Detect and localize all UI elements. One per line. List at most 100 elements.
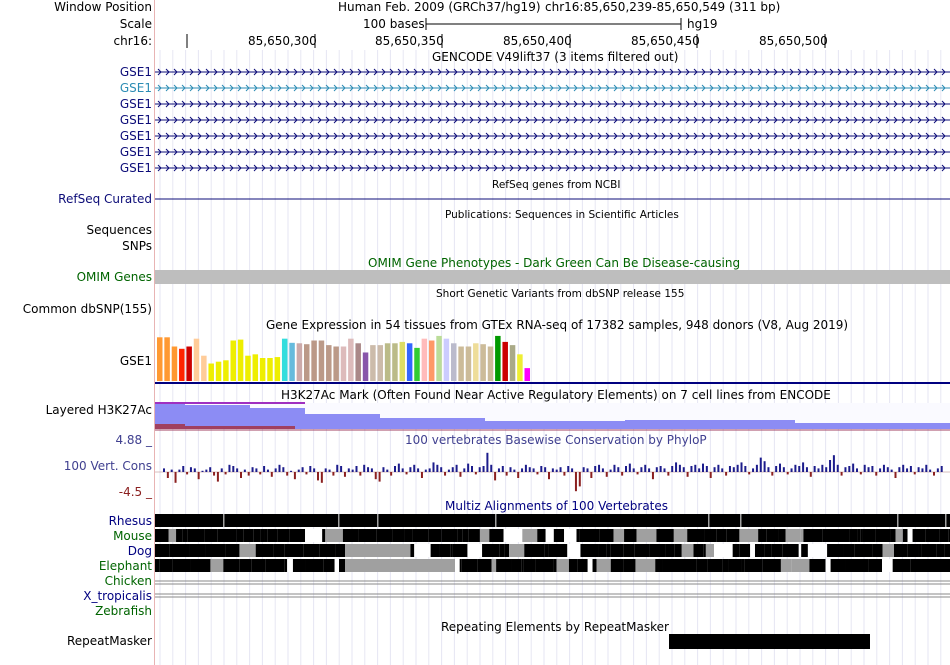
cons-bar	[574, 472, 577, 492]
cons-bar	[209, 467, 212, 472]
cons-bar	[517, 472, 520, 478]
cons-bar	[363, 464, 366, 472]
cons-bar	[940, 466, 943, 472]
gtex-bar	[458, 346, 464, 381]
cons-bar	[890, 469, 893, 472]
cons-bar	[263, 466, 266, 472]
gtex-bar	[465, 346, 472, 381]
cons-bar	[709, 472, 712, 478]
species-elephant-label[interactable]: Elephant	[98, 559, 152, 573]
cons-bar	[409, 467, 412, 472]
gtex-bar	[318, 340, 325, 381]
cons-bar	[455, 464, 458, 472]
cons-label[interactable]: 100 Vert. Cons	[63, 459, 152, 473]
publications-title: Publications: Sequences in Scientific Ar…	[445, 209, 679, 221]
cons-title: 100 vertebrates Basewise Conservation by…	[405, 433, 707, 447]
repeatmasker-label[interactable]: RepeatMasker	[66, 634, 152, 648]
cons-bar	[247, 472, 250, 476]
cons-bar	[848, 466, 851, 472]
cons-bar	[401, 468, 404, 472]
window-position-label: Window Position	[54, 0, 152, 14]
cons-bar	[779, 463, 781, 472]
refseq-title: RefSeq genes from NCBI	[492, 179, 621, 191]
cons-bar	[224, 472, 227, 475]
gtex-bar	[502, 341, 508, 381]
cons-bar	[871, 466, 874, 472]
cons-bar	[255, 468, 258, 472]
cons-bar	[802, 462, 805, 472]
track-image	[155, 18, 950, 665]
cons-bar	[559, 467, 562, 472]
cons-bar	[817, 468, 820, 472]
gtex-bar	[179, 348, 185, 381]
species-dog-label[interactable]: Dog	[127, 544, 152, 558]
gtex-bar	[157, 337, 163, 381]
gencode-gse1-label[interactable]: GSE1	[119, 65, 152, 79]
gtex-bar	[296, 343, 303, 381]
cons-bar	[174, 472, 177, 483]
cons-bar	[193, 468, 196, 472]
gtex-bar	[428, 340, 435, 381]
cons-bar	[813, 466, 816, 472]
cons-bar	[882, 464, 885, 472]
snps-label[interactable]: SNPs	[122, 239, 152, 253]
cons-bar	[582, 467, 585, 472]
gtex-bar	[399, 341, 406, 381]
cons-bar	[297, 469, 300, 472]
tracks-area[interactable]: Human Feb. 2009 (GRCh37/hg19) chr16:85,6…	[155, 0, 950, 665]
h3k27ac-label[interactable]: Layered H3K27Ac	[45, 403, 152, 417]
gtex-bar	[311, 340, 317, 381]
cons-bar	[725, 472, 728, 476]
gencode-gse1-label[interactable]: GSE1	[119, 97, 152, 111]
cons-bar	[836, 464, 839, 472]
cons-bar	[663, 468, 666, 472]
gencode-gse1-label[interactable]: GSE1	[119, 129, 152, 143]
cons-bar	[528, 467, 531, 472]
species-mouse-label[interactable]: Mouse	[113, 529, 152, 543]
cons-bar	[609, 469, 612, 472]
cons-bar	[667, 472, 670, 476]
gencode-gse1-label[interactable]: GSE1	[119, 113, 152, 127]
h3k27ac-signal	[155, 402, 950, 429]
cons-min-label: -4.5 _	[118, 485, 152, 499]
cons-bar	[829, 460, 832, 472]
gtex-bar	[406, 343, 413, 381]
species-chicken-label[interactable]: Chicken	[104, 574, 152, 588]
species-rhesus-label[interactable]: Rhesus	[108, 514, 152, 528]
cons-bar	[463, 468, 466, 472]
refseq-label[interactable]: RefSeq Curated	[58, 192, 152, 206]
cons-bar	[259, 472, 262, 475]
cons-bar	[301, 467, 304, 472]
cons-bar	[713, 467, 716, 472]
cons-bar	[228, 464, 231, 472]
gtex-bar	[480, 344, 486, 381]
omim-label[interactable]: OMIM Genes	[76, 270, 152, 284]
cons-bar	[397, 463, 400, 472]
omim-bar	[155, 270, 950, 284]
cons-bar	[755, 464, 758, 472]
gencode-gse1-label[interactable]: GSE1	[119, 161, 152, 175]
species-xtropicalis-label[interactable]: X_tropicalis	[83, 589, 152, 603]
cons-bar	[524, 464, 527, 472]
gtex-bar	[436, 335, 442, 381]
dbsnp-label[interactable]: Common dbSNP(155)	[22, 302, 152, 316]
cons-bar	[744, 466, 747, 472]
gtex-bar	[267, 358, 273, 381]
cons-bar	[690, 466, 693, 472]
cons-bar	[170, 469, 173, 472]
gtex-gene-label[interactable]: GSE1	[119, 354, 152, 368]
gencode-title: GENCODE V49lift37 (3 items filtered out)	[432, 50, 679, 64]
sequences-label[interactable]: Sequences	[86, 223, 152, 237]
gencode-gse1-label[interactable]: GSE1	[119, 145, 152, 159]
gencode-gse1-label[interactable]: GSE1	[119, 81, 152, 95]
cons-bar	[486, 452, 489, 472]
cons-bar	[917, 467, 920, 472]
cons-bar	[651, 472, 654, 480]
scale-label: Scale	[119, 17, 152, 31]
cons-bar	[305, 472, 308, 475]
gtex-bar	[362, 352, 369, 381]
gtex-bar	[252, 354, 259, 381]
species-zebrafish-label[interactable]: Zebrafish	[95, 604, 152, 618]
gtex-bar	[201, 355, 207, 381]
cons-bar	[621, 472, 624, 476]
